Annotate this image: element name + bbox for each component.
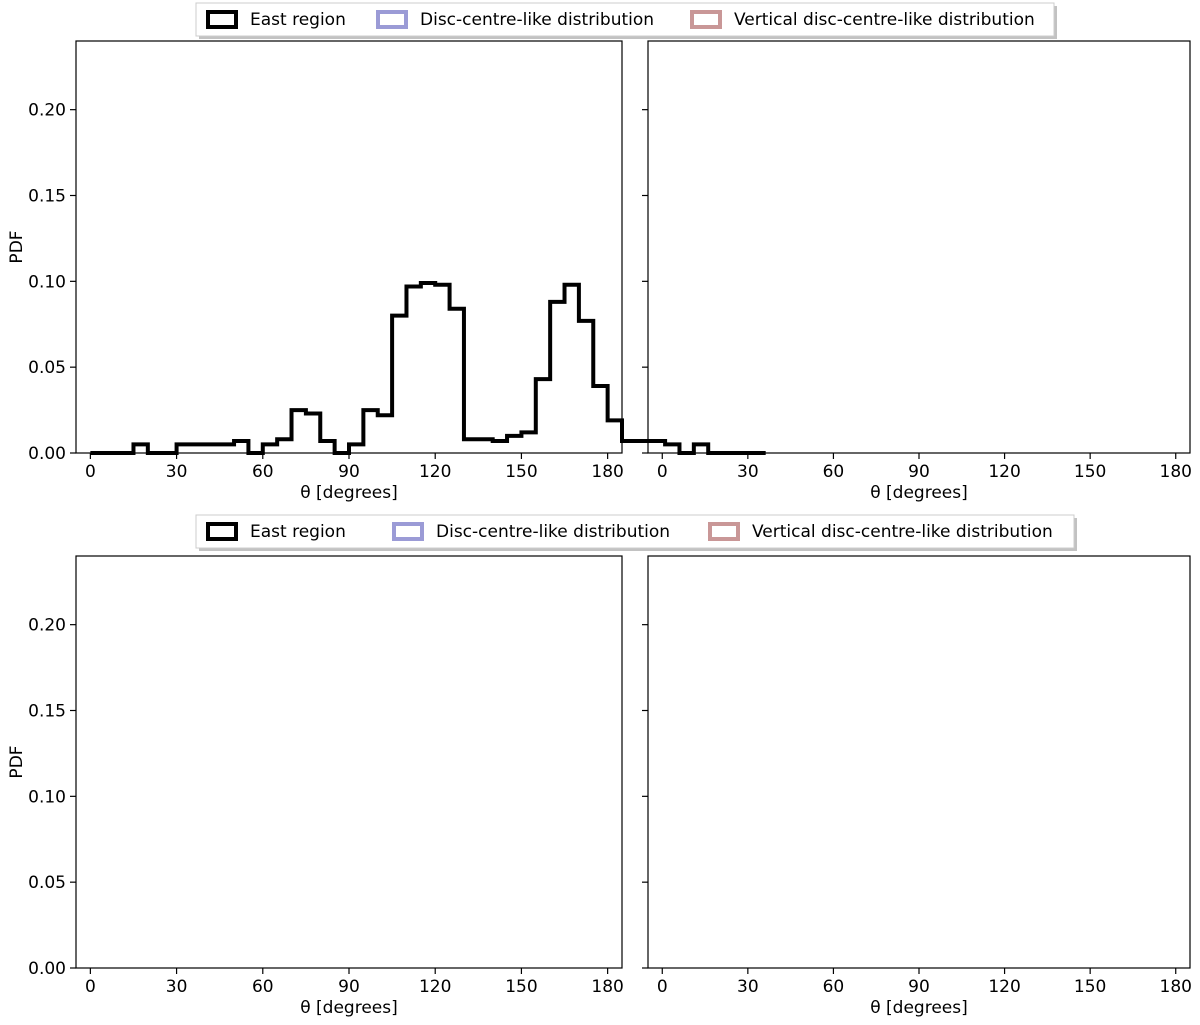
legend-swatch <box>392 522 424 541</box>
x-tick-label: 120 <box>988 977 1020 997</box>
legend-label: Disc-centre-like distribution <box>420 10 654 30</box>
x-axis-label: θ [degrees] <box>300 483 398 503</box>
y-tick-label: 0.15 <box>28 702 66 722</box>
legend-swatch <box>376 10 408 29</box>
x-tick-label: 150 <box>505 462 537 482</box>
x-tick-label: 120 <box>419 977 451 997</box>
x-tick-label: 120 <box>988 462 1020 482</box>
x-tick-label: 30 <box>166 977 188 997</box>
legend-1: East region Disc-centre-like distribution… <box>195 514 1077 551</box>
x-tick-label: 60 <box>823 977 845 997</box>
y-tick-label: 0.10 <box>28 272 66 292</box>
x-tick-label: 30 <box>737 977 759 997</box>
x-tick-label: 30 <box>737 462 759 482</box>
legend-swatch <box>708 522 740 541</box>
x-tick-label: 120 <box>419 462 451 482</box>
y-axis-label: PDF <box>7 745 27 778</box>
y-tick-label: 0.05 <box>28 873 66 893</box>
legend-label: Disc-centre-like distribution <box>436 522 670 542</box>
axes-frame <box>647 555 1191 969</box>
x-tick-label: 90 <box>338 462 360 482</box>
x-tick-label: 90 <box>908 977 930 997</box>
x-tick-label: 180 <box>1160 462 1192 482</box>
x-tick-label: 90 <box>338 977 360 997</box>
x-tick-label: 0 <box>657 977 668 997</box>
x-tick-label: 30 <box>166 462 188 482</box>
x-tick-label: 90 <box>908 462 930 482</box>
x-tick-label: 150 <box>1074 462 1106 482</box>
legend-swatch <box>690 10 722 29</box>
axes-frame <box>75 40 623 454</box>
legend-0: East region Disc-centre-like distribution… <box>195 2 1057 39</box>
y-tick-label: 0.00 <box>28 959 66 979</box>
x-tick-label: 0 <box>657 462 668 482</box>
panel-top-right: 0 30 60 90 120 150 180 θ [degrees] <box>642 40 1192 503</box>
legend-label: East region <box>250 10 346 30</box>
axes-frame <box>647 40 1191 454</box>
y-tick-label: 0.10 <box>28 787 66 807</box>
x-tick-label: 60 <box>252 462 274 482</box>
x-tick-label: 150 <box>505 977 537 997</box>
panel-bottom-right: 0 30 60 90 120 150 180 θ [degrees] <box>642 555 1192 1018</box>
x-tick-label: 60 <box>252 977 274 997</box>
x-tick-label: 150 <box>1074 977 1106 997</box>
y-tick-label: 0.00 <box>28 444 66 464</box>
legend-label: East region <box>250 522 346 542</box>
panel-top-left: 0 30 60 90 120 150 180 0.00 0.05 0.10 0.15 0.20 θ [d… <box>7 40 766 503</box>
x-axis-label: θ [degrees] <box>300 998 398 1018</box>
legend-swatch <box>206 522 238 541</box>
y-tick-label: 0.20 <box>28 616 66 636</box>
x-axis-label: θ [degrees] <box>870 998 968 1018</box>
x-tick-label: 0 <box>85 977 96 997</box>
series-line-0 <box>90 281 766 455</box>
y-tick-label: 0.20 <box>28 101 66 121</box>
x-axis-label: θ [degrees] <box>870 483 968 503</box>
x-tick-label: 180 <box>591 462 623 482</box>
x-tick-label: 180 <box>591 977 623 997</box>
y-tick-label: 0.15 <box>28 187 66 207</box>
legend-label: Vertical disc-centre-like distribution <box>752 522 1053 542</box>
axes-frame <box>75 555 623 969</box>
legend-label: Vertical disc-centre-like distribution <box>734 10 1035 30</box>
x-tick-label: 0 <box>85 462 96 482</box>
y-axis-label: PDF <box>7 230 27 263</box>
y-tick-label: 0.05 <box>28 358 66 378</box>
legend-swatch <box>206 10 238 29</box>
panel-bottom-left: 0 30 60 90 120 150 180 0.00 0.05 0.10 0.15 0.20 θ [d… <box>7 555 624 1018</box>
x-tick-label: 60 <box>823 462 845 482</box>
x-tick-label: 180 <box>1160 977 1192 997</box>
